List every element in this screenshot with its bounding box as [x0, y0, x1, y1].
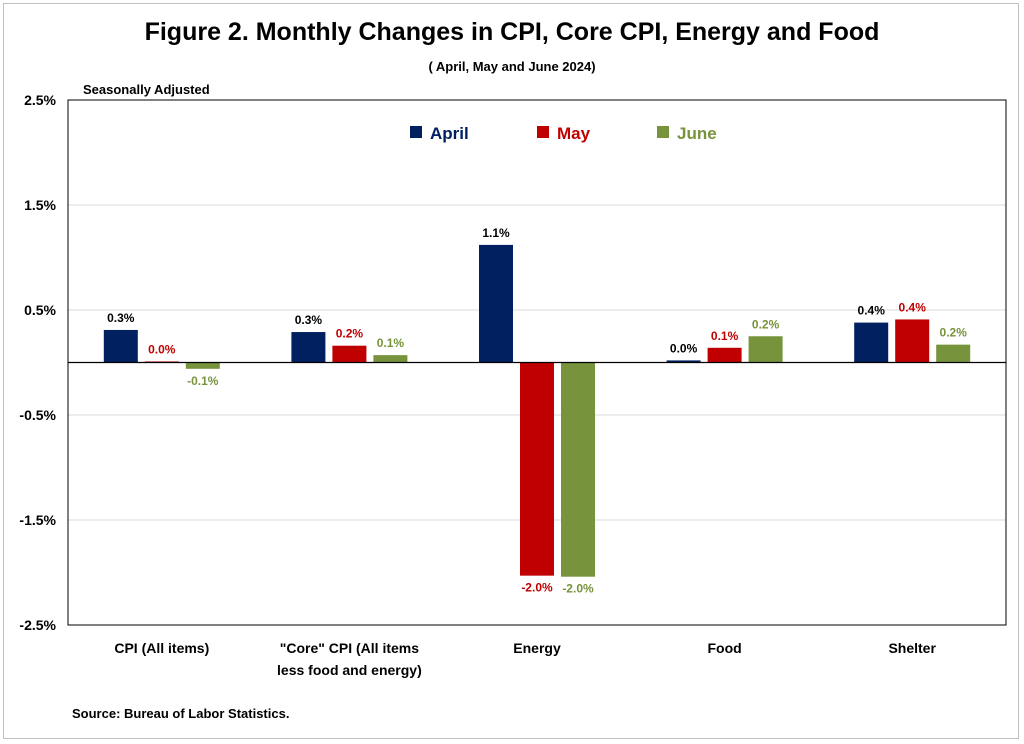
bar-june [936, 344, 971, 363]
data-label: 0.2% [336, 327, 364, 341]
data-label: -0.1% [187, 374, 219, 388]
bar-april [103, 329, 138, 363]
category-label: less food and energy) [277, 662, 422, 678]
legend-swatch-april [410, 126, 422, 138]
bar-april [291, 332, 326, 363]
category-label: CPI (All items) [114, 640, 209, 656]
data-label: 0.4% [858, 304, 886, 318]
data-label: 0.3% [107, 311, 135, 325]
data-label: 0.2% [752, 317, 780, 331]
category-label: Energy [513, 640, 561, 656]
data-label: 0.0% [148, 342, 176, 356]
data-label: 0.1% [377, 336, 405, 350]
legend-label-june: June [677, 124, 717, 143]
seasonal-note: Seasonally Adjusted [83, 82, 210, 97]
bar-april [854, 322, 889, 363]
y-tick-label: 0.5% [24, 302, 56, 318]
data-label: -2.0% [562, 582, 594, 596]
y-tick-label: -0.5% [19, 407, 56, 423]
bar-june [373, 355, 408, 363]
legend-label-april: April [430, 124, 469, 143]
data-label: 0.3% [295, 313, 323, 327]
data-label: 0.4% [899, 300, 927, 314]
legend-swatch-may [537, 126, 549, 138]
bar-may [332, 345, 367, 363]
data-label: 1.1% [482, 226, 510, 240]
bar-may [520, 362, 554, 576]
y-tick-label: -1.5% [19, 512, 56, 528]
legend-label-may: May [557, 124, 591, 143]
category-label: Shelter [888, 640, 936, 656]
chart-frame [3, 3, 1019, 739]
data-label: 0.0% [670, 341, 698, 355]
data-label: -2.0% [521, 581, 553, 595]
bar-june [748, 336, 783, 363]
chart-title: Figure 2. Monthly Changes in CPI, Core C… [144, 18, 880, 46]
data-label: 0.1% [711, 329, 739, 343]
bar-april [479, 244, 513, 363]
legend-swatch-june [657, 126, 669, 138]
source-note: Source: Bureau of Labor Statistics. [72, 706, 290, 721]
bar-may [895, 319, 930, 363]
chart-subtitle: ( April, May and June 2024) [428, 59, 596, 74]
data-label: 0.2% [940, 326, 968, 340]
y-tick-label: -2.5% [19, 617, 56, 633]
y-tick-label: 2.5% [24, 92, 56, 108]
y-tick-label: 1.5% [24, 197, 56, 213]
bar-april [666, 360, 701, 363]
bar-may [707, 347, 742, 363]
bar-june [561, 362, 595, 577]
bar-june [185, 362, 220, 369]
category-label: "Core" CPI (All items [280, 640, 420, 656]
category-label: Food [707, 640, 741, 656]
